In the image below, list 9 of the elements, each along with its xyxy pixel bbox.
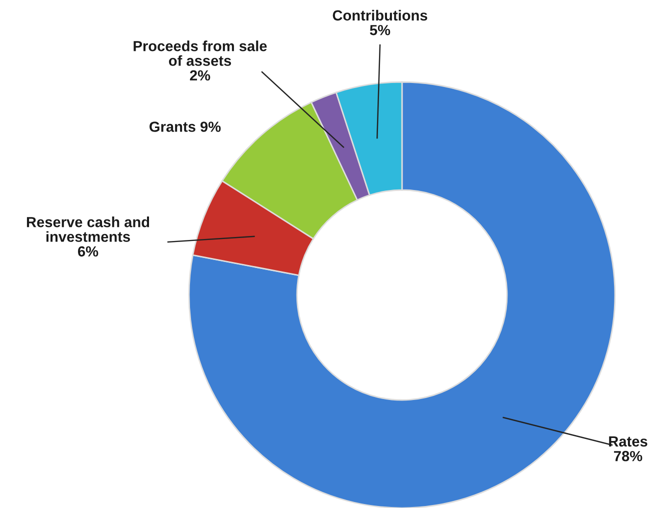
data-label: 2%	[190, 70, 210, 81]
slice-label: Rates	[609, 436, 648, 447]
slice-label: Contributions	[332, 10, 428, 21]
data-label: 6%	[78, 246, 98, 257]
slice-label: Grants 9%	[150, 122, 221, 132]
data-label: 5%	[370, 24, 390, 36]
slice-label: Reserve cash and investments	[26, 216, 150, 242]
data-label: 78%	[614, 450, 642, 462]
slice-label: Proceeds from sale of assets	[134, 40, 267, 66]
